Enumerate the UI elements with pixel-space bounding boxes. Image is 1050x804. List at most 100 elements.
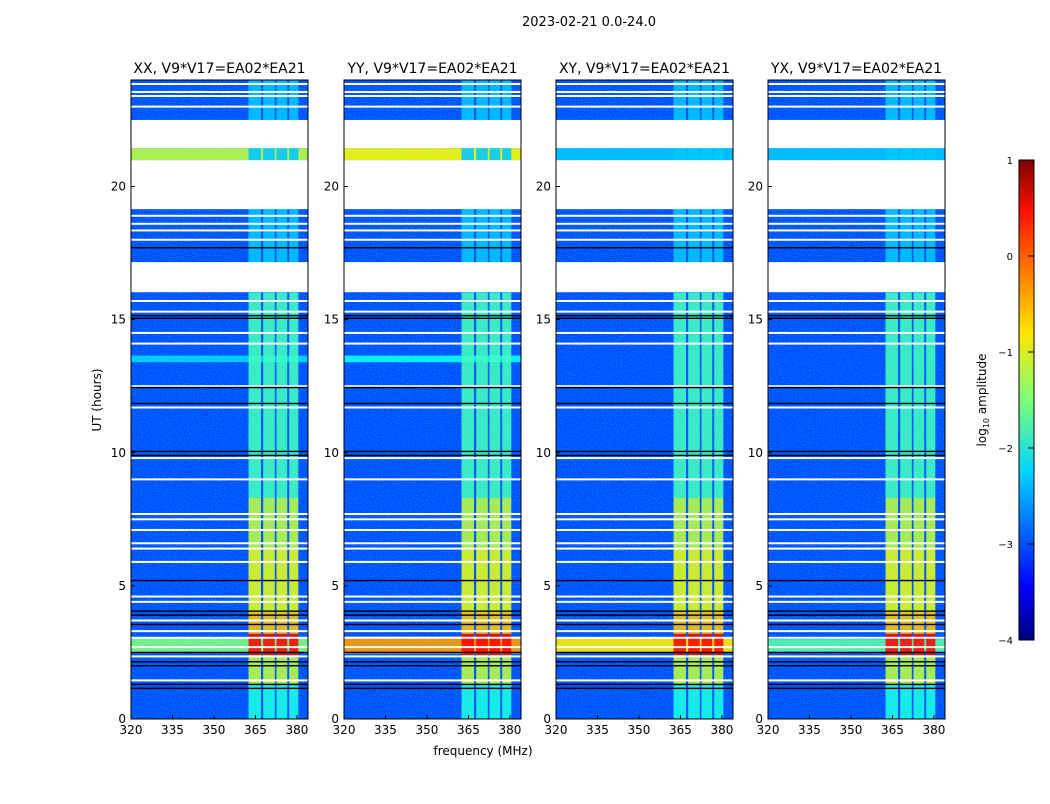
missing-data-line: [131, 579, 308, 582]
rfi-channel-cell: [714, 684, 724, 719]
missing-data-line: [556, 651, 733, 654]
flagged-stripe: [131, 646, 308, 649]
x-axis-label: frequency (MHz): [433, 744, 532, 758]
missing-data-line: [556, 683, 733, 686]
flagged-stripe: [131, 655, 308, 658]
missing-data-line: [131, 450, 308, 453]
panel-frame: [343, 79, 522, 720]
rfi-channel-cell: [688, 684, 700, 719]
flagged-stripe: [768, 518, 945, 521]
rfi-channel-cell: [289, 612, 299, 634]
y-axis-label: UT (hours): [90, 368, 104, 431]
flagged-stripe: [344, 528, 521, 531]
flagged-stripe: [344, 518, 521, 521]
y-tick-label: 15: [111, 313, 126, 327]
rfi-channel-cell: [913, 684, 925, 719]
x-tick-label: 350: [416, 723, 439, 737]
flagged-stripe: [556, 528, 733, 531]
rfi-channel-cell: [289, 655, 299, 685]
missing-data-line: [768, 610, 945, 612]
missing-data-line: [344, 450, 521, 453]
missing-data-line: [768, 661, 945, 663]
flagged-stripe: [768, 528, 945, 531]
missing-data-line: [768, 623, 945, 626]
missing-data-line: [131, 402, 308, 405]
rfi-channel-cell: [502, 655, 512, 685]
x-tick-label: 350: [840, 723, 863, 737]
flagged-region: [131, 119, 308, 149]
missing-data-line: [131, 651, 308, 654]
rfi-channel-cell: [502, 498, 512, 549]
rfi-channel-cell: [688, 498, 700, 549]
rfi-channel-cell: [913, 293, 925, 499]
rfi-channel-cell: [461, 633, 474, 656]
rfi-channel-cell: [913, 633, 925, 656]
rfi-channel-cell: [900, 498, 912, 549]
rfi-channel-cell: [263, 293, 275, 499]
flagged-stripe: [556, 679, 733, 682]
flagged-stripe: [556, 655, 733, 658]
rfi-channel-cell: [489, 684, 501, 719]
x-tick-label: 320: [333, 723, 356, 737]
missing-data-line: [768, 614, 945, 616]
missing-data-line: [768, 665, 945, 667]
rfi-channel-cell: [688, 293, 700, 499]
flagged-stripe: [768, 636, 945, 639]
flagged-stripe: [131, 90, 308, 93]
flagged-stripe: [344, 600, 521, 603]
flagged-stripe: [556, 595, 733, 598]
flagged-stripe: [556, 542, 733, 545]
missing-data-line: [556, 386, 733, 389]
y-tick-label: 20: [111, 180, 126, 194]
flagged-stripe: [344, 595, 521, 598]
missing-data-line: [768, 402, 945, 405]
flagged-stripe: [768, 595, 945, 598]
flagged-stripe: [556, 214, 733, 217]
flagged-region: [768, 119, 945, 149]
x-tick-label: 335: [586, 723, 609, 737]
flagged-region: [131, 262, 308, 293]
flagged-stripe: [768, 478, 945, 481]
missing-data-line: [556, 454, 733, 457]
flagged-stripe: [344, 512, 521, 515]
flagged-stripe: [131, 457, 308, 460]
x-tick-label: 365: [244, 723, 267, 737]
missing-data-line: [768, 317, 945, 319]
flagged-stripe: [768, 600, 945, 603]
rfi-channel-cell: [289, 293, 299, 499]
flagged-stripe: [131, 542, 308, 545]
flagged-stripe: [344, 406, 521, 409]
missing-data-line: [768, 314, 945, 317]
flagged-stripe: [768, 646, 945, 649]
flagged-stripe: [556, 90, 733, 93]
flagged-stripe: [556, 82, 733, 85]
flagged-stripe: [131, 342, 308, 345]
missing-data-line: [131, 687, 308, 690]
rfi-channel-cell: [489, 612, 501, 634]
panel-yx: YX, V9*V17=EA02*EA21 320 335 350 365 380 0 5 10 1…: [748, 61, 946, 737]
missing-data-line: [768, 247, 945, 249]
rfi-channel-cell: [476, 612, 488, 634]
flagged-stripe: [344, 342, 521, 345]
missing-data-line: [768, 450, 945, 453]
flagged-stripe: [344, 630, 521, 633]
flagged-stripe: [556, 512, 733, 515]
missing-data-line: [556, 579, 733, 582]
flagged-stripe: [768, 542, 945, 545]
flagged-stripe: [768, 342, 945, 345]
colorbar-tick-label: −2: [998, 444, 1013, 455]
flagged-stripe: [344, 105, 521, 108]
flagged-stripe: [344, 619, 521, 622]
rfi-channel-cell: [900, 612, 912, 634]
panel-frame: [767, 79, 946, 720]
missing-data-line: [768, 579, 945, 582]
rfi-channel-cell: [461, 293, 474, 499]
flagged-stripe: [768, 310, 945, 313]
missing-data-line: [344, 579, 521, 582]
missing-data-line: [131, 614, 308, 616]
rfi-channel-cell: [248, 684, 261, 719]
flagged-stripe: [131, 299, 308, 302]
flagged-stripe: [131, 331, 308, 334]
rfi-channel-cell: [714, 498, 724, 549]
